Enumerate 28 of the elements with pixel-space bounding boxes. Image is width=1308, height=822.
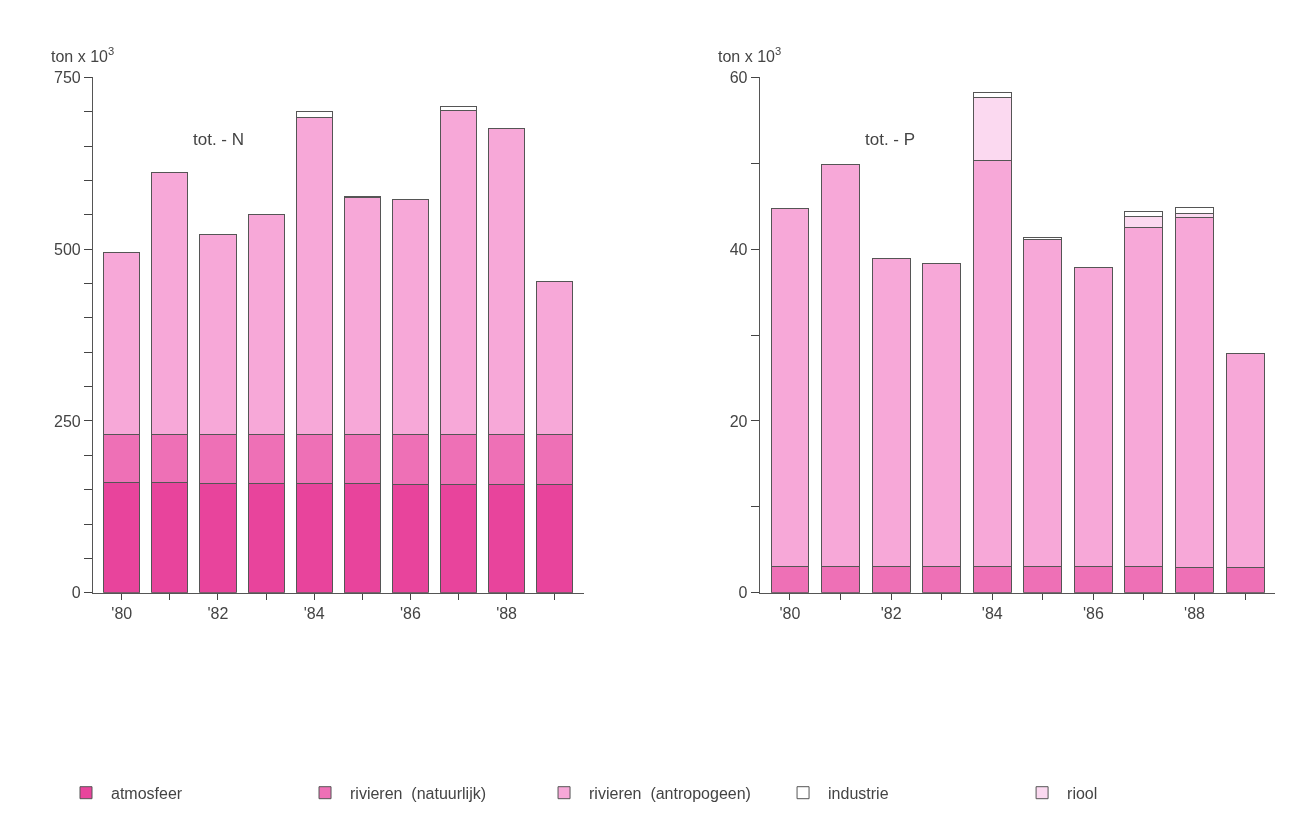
x-tick-label: '84 (981, 604, 1003, 622)
y-tick-label: 60 (729, 69, 748, 87)
x-tick-label: '86 (1082, 604, 1104, 622)
legend-label: riool (1067, 784, 1098, 802)
y-tick-label: 20 (729, 412, 748, 430)
x-tick-label: '80 (111, 604, 133, 622)
x-tick-label: '82 (207, 604, 229, 622)
x-tick-label: '88 (1184, 604, 1206, 622)
text: tot. - N (193, 130, 245, 149)
text: tot. - P (865, 130, 916, 149)
y-axis-title: ton x 10$^{3}$ (718, 45, 782, 65)
legend-label: industrie (828, 784, 889, 802)
legend-label: atmosfeer (111, 784, 183, 802)
y-tick-label: 40 (729, 240, 748, 258)
y-tick-label: 750 (54, 69, 81, 87)
x-tick-label: '86 (399, 604, 421, 622)
y-tick-label: 500 (54, 240, 81, 258)
y-tick-label: 250 (54, 412, 81, 430)
x-tick-label: '88 (496, 604, 518, 622)
legend-label: rivieren (antropogeen) (589, 784, 751, 802)
x-tick-label: '80 (779, 604, 801, 622)
legend-label: rivieren (natuurlijk) (350, 784, 487, 802)
x-tick-label: '82 (880, 604, 902, 622)
x-tick-label: '84 (303, 604, 325, 622)
y-tick-label: 0 (71, 584, 81, 602)
y-tick-label: 0 (738, 584, 748, 602)
y-axis-title: ton x 10$^{3}$ (51, 45, 115, 65)
bar (1175, 206, 1214, 214)
